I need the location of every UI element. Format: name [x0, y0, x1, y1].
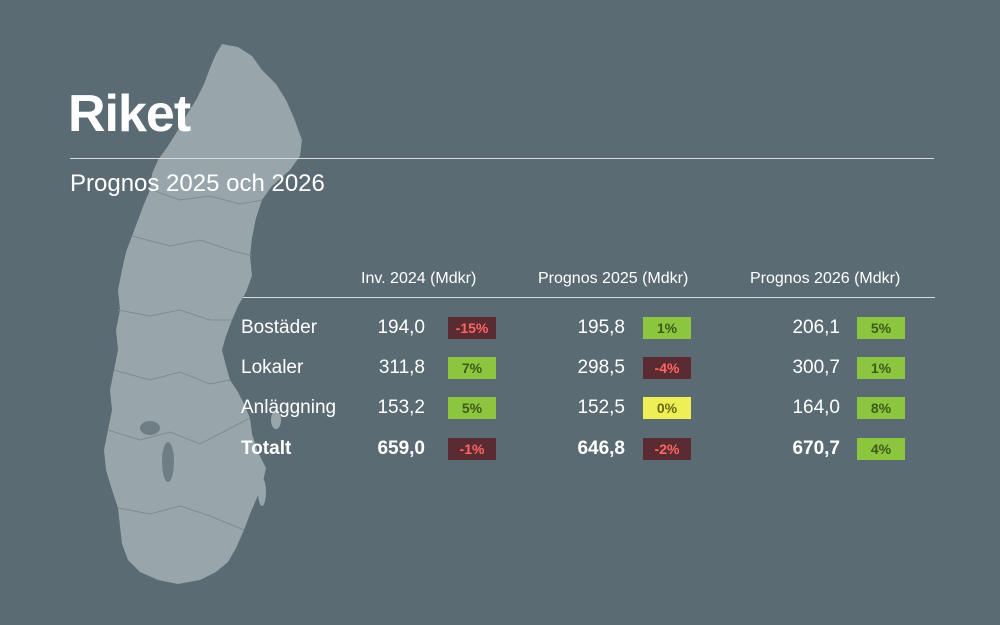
- title-divider: [70, 158, 934, 159]
- table-header-divider: [243, 297, 935, 298]
- cell-value: 152,5: [577, 397, 625, 418]
- change-badge-positive: 5%: [448, 397, 496, 419]
- column-header-prognos-2025: Prognos 2025 (Mdkr): [538, 270, 689, 287]
- change-badge-negative: -15%: [448, 317, 496, 339]
- row-label: Totalt: [241, 438, 292, 459]
- change-badge-neutral: 0%: [643, 397, 691, 419]
- cell-value: 300,7: [792, 357, 840, 378]
- change-badge-positive: 4%: [857, 438, 905, 460]
- change-badge-positive: 1%: [643, 317, 691, 339]
- cell-value: 311,8: [378, 357, 425, 378]
- change-badge-positive: 5%: [857, 317, 905, 339]
- change-badge-negative: -4%: [643, 357, 691, 379]
- page-title: Riket: [68, 85, 191, 143]
- row-label: Anläggning: [241, 397, 337, 418]
- change-badge-negative: -1%: [448, 438, 496, 460]
- column-header-inv-2024: Inv. 2024 (Mdkr): [361, 270, 477, 287]
- change-badge-positive: 1%: [857, 357, 905, 379]
- cell-value: 646,8: [577, 438, 625, 459]
- change-badge-negative: -2%: [643, 438, 691, 460]
- row-label: Lokaler: [241, 357, 304, 378]
- column-header-prognos-2026: Prognos 2026 (Mdkr): [750, 270, 901, 287]
- cell-value: 195,8: [577, 317, 625, 338]
- cell-value: 670,7: [792, 438, 840, 459]
- cell-value: 153,2: [377, 397, 425, 418]
- cell-value: 298,5: [577, 357, 625, 378]
- cell-value: 194,0: [377, 317, 425, 338]
- cell-value: 206,1: [792, 317, 840, 338]
- change-badge-positive: 8%: [857, 397, 905, 419]
- cell-value: 164,0: [792, 397, 840, 418]
- cell-value: 659,0: [377, 438, 425, 459]
- change-badge-positive: 7%: [448, 357, 496, 379]
- page-subtitle: Prognos 2025 och 2026: [70, 170, 325, 197]
- row-label: Bostäder: [241, 317, 318, 338]
